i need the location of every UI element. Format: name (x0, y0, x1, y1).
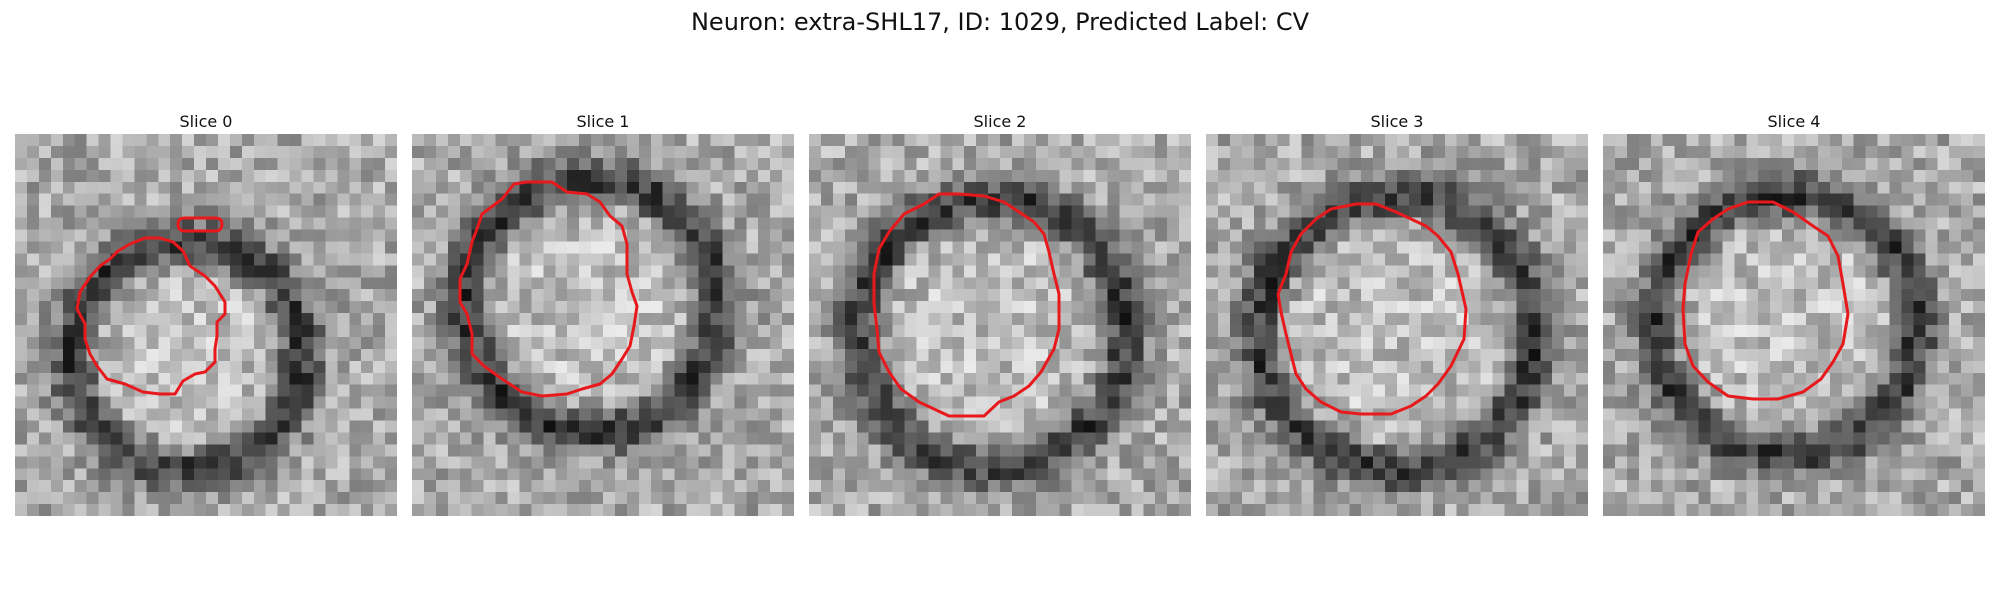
contour-overlay-1 (458, 180, 639, 398)
segmentation-contour-2 (872, 192, 1061, 418)
slice-image-3 (1206, 134, 1588, 516)
slice-panel-2: Slice 2 (809, 110, 1191, 516)
slice-texture-2 (809, 134, 1191, 516)
slice-texture-0 (15, 134, 397, 516)
slice-image-0 (15, 134, 397, 516)
slice-panel-3: Slice 3 (1206, 110, 1588, 516)
slice-title-0: Slice 0 (179, 112, 233, 131)
contour-overlay-2 (872, 192, 1061, 418)
contour-overlay-3 (1276, 202, 1468, 416)
slice-texture-4 (1603, 134, 1985, 516)
segmentation-contour-small-0 (176, 216, 224, 233)
segmentation-contour-0 (75, 236, 227, 396)
slice-title-2: Slice 2 (973, 112, 1027, 131)
contour-overlay-4 (1681, 200, 1850, 401)
slice-image-2 (809, 134, 1191, 516)
slice-title-3: Slice 3 (1370, 112, 1424, 131)
slice-panel-0: Slice 0 (15, 110, 397, 516)
figure-title: Neuron: extra-SHL17, ID: 1029, Predicted… (690, 8, 1310, 36)
segmentation-contour-4 (1681, 200, 1850, 401)
slice-panel-4: Slice 4 (1603, 110, 1985, 516)
contour-overlay-0 (75, 216, 227, 396)
slice-title-1: Slice 1 (576, 112, 630, 131)
slice-title-4: Slice 4 (1767, 112, 1821, 131)
slice-texture-1 (412, 134, 794, 516)
segmentation-contour-1 (458, 180, 639, 398)
slice-texture-3 (1206, 134, 1588, 516)
slice-image-1 (412, 134, 794, 516)
segmentation-contour-3 (1276, 202, 1468, 416)
slice-panel-1: Slice 1 (412, 110, 794, 516)
slice-image-4 (1603, 134, 1985, 516)
